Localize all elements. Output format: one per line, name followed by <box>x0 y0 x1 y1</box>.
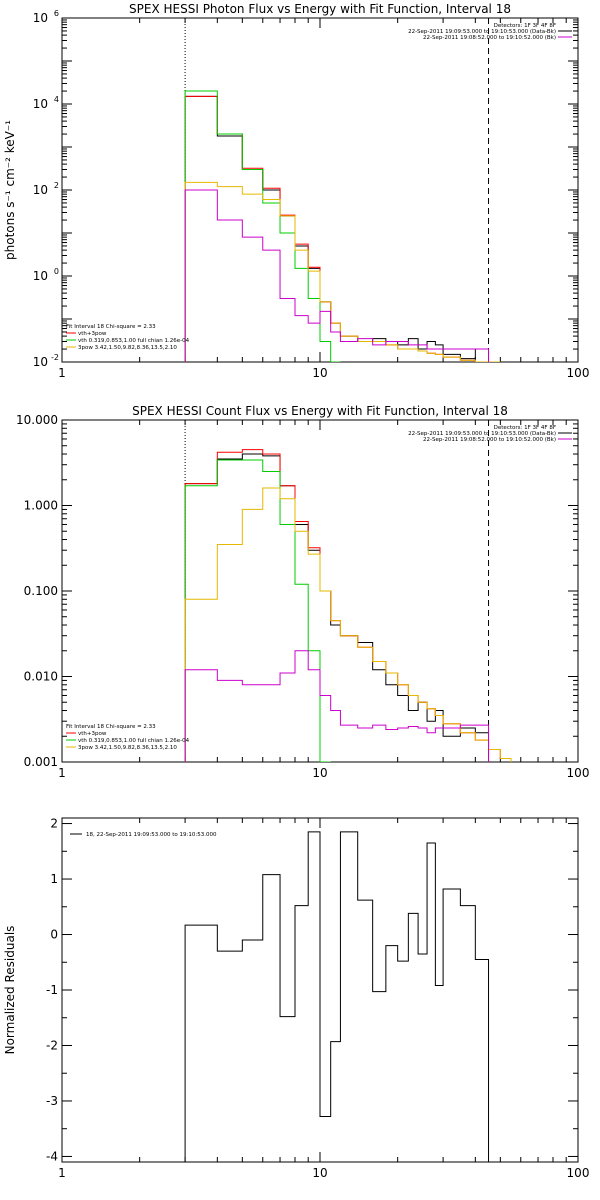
y-tick-label: 0.001 <box>24 755 58 769</box>
x-tick-label: 10 <box>312 366 327 380</box>
y-tick-exponent: 6 <box>54 9 59 18</box>
legend-entry: 22-Sep-2011 19:09:53.000 to 19:10:53.000… <box>408 431 556 437</box>
y-tick-label: 2 <box>50 817 58 831</box>
legend-entry: vth 0.319,0.853,1.00 full chian 1.26e-04 <box>78 738 190 744</box>
series-line-0 <box>184 95 490 362</box>
plot-area <box>184 831 490 1162</box>
x-tick-label: 100 <box>567 766 590 780</box>
y-axis-label: Normalized Residuals <box>3 926 17 1055</box>
y-tick-label: 10 <box>33 355 48 369</box>
y-tick-label: 10 <box>33 269 48 283</box>
y-tick-label: 0.100 <box>24 584 58 598</box>
x-tick-label: 1 <box>58 366 66 380</box>
y-tick-label: -3 <box>46 1094 58 1108</box>
legend-entry: 3pow 3.42,1.50,9.82,8.36,13.5,2.10 <box>78 345 177 351</box>
x-tick-label: 1 <box>58 766 66 780</box>
x-tick-label: 1 <box>58 1166 66 1180</box>
series-line-0 <box>184 453 490 762</box>
legend-entry: Detectors: 1F 3F 4F 8F <box>494 425 556 431</box>
legend-entry: Detectors: 1F 3F 4F 8F <box>494 23 556 29</box>
series-line-4 <box>184 189 490 362</box>
y-tick-label: 10 <box>33 183 48 197</box>
y-tick-exponent: 2 <box>54 181 59 190</box>
legend-entry: 18, 22-Sep-2011 19:09:53.000 to 19:10:53… <box>86 832 217 838</box>
y-tick-label: -1 <box>46 983 58 997</box>
y-tick-exponent: -2 <box>51 353 59 362</box>
legend-entry: 22-Sep-2011 19:09:53.000 to 19:10:53.000… <box>408 29 556 35</box>
y-tick-exponent: 4 <box>54 95 59 104</box>
x-tick-label: 100 <box>567 1166 590 1180</box>
y-tick-label: 1.000 <box>24 499 58 513</box>
plot-area <box>184 90 501 362</box>
series-line-2 <box>184 459 331 762</box>
y-tick-label: 10 <box>33 11 48 25</box>
series-line-4 <box>184 650 490 762</box>
legend-entry: vth 0.319,0.853,1.00 full chian 1.26e-04 <box>78 338 190 344</box>
chart-title: SPEX HESSI Photon Flux vs Energy with Fi… <box>129 2 511 16</box>
y-axis-label: photons s⁻¹ cm⁻² keV⁻¹ <box>3 120 17 260</box>
plot-area <box>184 449 512 762</box>
x-tick-label: 10 <box>312 1166 327 1180</box>
legend-entry: vth+3pow <box>78 731 107 737</box>
series-line-3 <box>184 181 501 362</box>
x-tick-label: 10 <box>312 766 327 780</box>
legend-entry: 22-Sep-2011 19:08:52.000 to 19:10:52.000… <box>423 35 556 41</box>
y-tick-exponent: 0 <box>54 267 59 276</box>
legend-entry: 22-Sep-2011 19:08:52.000 to 19:10:52.000… <box>423 437 556 443</box>
y-tick-label: -2 <box>46 1038 58 1052</box>
series-line-2 <box>184 90 341 362</box>
y-tick-label: 10.000 <box>16 413 58 427</box>
y-tick-label: -4 <box>46 1149 58 1163</box>
legend-entry: Fit Interval 18 Chi-square = 2.33 <box>66 724 156 730</box>
series-line-0 <box>184 831 490 1162</box>
y-tick-label: 0 <box>50 928 58 942</box>
series-line-3 <box>184 487 512 762</box>
legend-entry: vth+3pow <box>78 331 107 337</box>
x-tick-label: 100 <box>567 366 590 380</box>
y-tick-label: 1 <box>50 872 58 886</box>
y-tick-label: 0.010 <box>24 670 58 684</box>
y-tick-label: 10 <box>33 97 48 111</box>
series-line-1 <box>184 449 512 762</box>
chart-title: SPEX HESSI Count Flux vs Energy with Fit… <box>132 404 508 418</box>
legend-entry: Fit Interval 18 Chi-square = 2.33 <box>66 324 156 330</box>
legend-entry: 3pow 3.42,1.50,9.82,8.36,13.5,2.10 <box>78 745 177 751</box>
